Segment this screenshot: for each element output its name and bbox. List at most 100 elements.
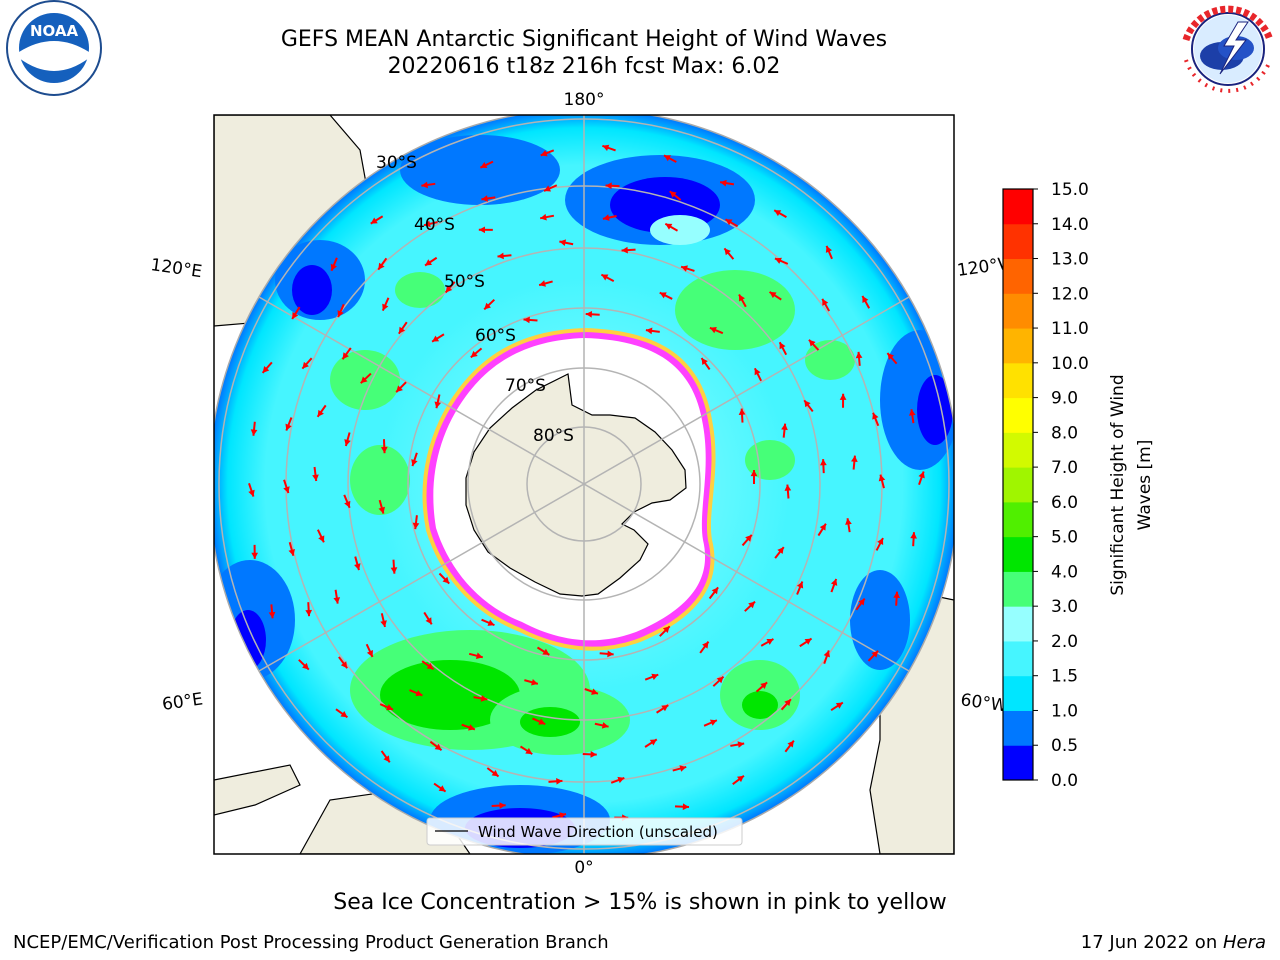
wave-direction-arrow [379,703,394,711]
colorbar-segment [1003,536,1033,572]
wave-direction-arrow [398,321,408,335]
colorbar-segment [1003,571,1033,607]
wave-direction-arrow [755,681,768,693]
legend-label: Wind Wave Direction (unscaled) [478,823,718,841]
wave-direction-arrow [536,646,550,656]
wave-direction-arrow [395,381,407,393]
wave-direction-arrow [778,341,788,356]
wave-direction-arrow [497,252,512,260]
wave-direction-arrow [769,291,782,301]
wave-direction-arrow [390,559,398,574]
colorbar: 0.0 0.5 1.0 1.5 2.0 3.0 4.0 5.0 6.0 7.0 8.0 9.0 10.0… [1002,180,1089,791]
colorbar-tick-label: 14.0 [1051,215,1089,235]
wave-direction-arrow [344,432,351,447]
colorbar-segment [1003,675,1033,711]
wave-direction-arrow [434,394,442,409]
wave-direction-arrow [380,439,388,454]
wave-direction-arrow [483,298,496,311]
wave-direction-arrow [830,578,838,593]
wave-direction-arrow [468,652,484,660]
wave-direction-arrow [830,701,844,712]
colorbar-segment [1003,432,1033,468]
colorbar-tick-label: 9.0 [1051,389,1078,409]
wave-direction-arrow [723,247,735,260]
wave-direction-arrow [760,638,774,647]
wave-direction-arrow [424,256,438,267]
wave-direction-arrow [335,708,348,719]
machine-name: Hera [1222,932,1266,953]
wave-direction-arrow [486,767,500,778]
wave-direction-arrow [820,459,827,474]
colorbar-segment [1003,258,1033,294]
wave-direction-arrow [473,695,488,702]
wave-direction-arrow [584,688,599,695]
wave-direction-arrow [380,613,387,628]
credit-text: NCEP/EMC/Verification Post Processing Pr… [13,932,609,953]
wave-direction-arrow [291,306,301,320]
date-stamp: 17 Jun 2022 on Hera [1081,932,1266,953]
colorbar-segment [1003,745,1033,781]
wave-direction-arrow [845,518,852,533]
wave-direction-arrow [773,209,787,218]
wave-direction-arrow [719,179,735,187]
nws-logo-icon [1181,2,1275,96]
wave-direction-arrow [799,637,813,648]
wave-direction-arrow [444,281,456,294]
wave-direction-arrow [470,347,483,359]
wave-direction-arrow [644,673,659,681]
wave-direction-arrow [343,494,351,509]
wave-direction-arrow [261,361,273,374]
wave-direction-arrow [774,546,785,559]
wave-direction-arrow [481,195,496,202]
wave-direction-arrow [585,310,600,318]
colorbar-tick-label: 12.0 [1051,284,1089,304]
lat-label-80s: 80°S [533,426,574,446]
wave-direction-arrow [559,239,574,246]
wave-direction-arrow [333,589,341,604]
wave-direction-arrow [741,534,753,547]
lat-label-40s: 40°S [414,215,455,235]
wave-direction-arrow [708,586,719,600]
noaa-letters: NOAA [30,22,79,40]
lon-label-0: 0° [574,858,593,878]
wave-direction-arrow [354,556,361,571]
colorbar-tick-label: 0.5 [1051,736,1078,756]
wave-direction-arrow [600,273,615,283]
colorbar-label-line2: Waves [m] [1135,440,1155,531]
wave-direction-arrow [599,650,614,658]
lat-label-60s: 60°S [475,326,516,346]
wave-direction-arrow [823,650,830,665]
colorbar-tick-label: 10.0 [1051,354,1089,374]
wave-direction-arrow [479,160,494,169]
wave-direction-arrow [478,226,493,234]
wave-direction-arrow [370,215,384,225]
map-frame [213,114,955,855]
wave-direction-arrow [524,678,539,686]
wave-direction-arrow [724,218,739,228]
wave-direction-arrow [381,297,390,312]
lat-label-30s: 30°S [376,153,417,173]
wave-direction-arrow [867,650,879,662]
wave-direction-arrow [784,484,792,499]
wave-direction-arrow [808,339,820,351]
wave-direction-arrow [700,357,711,371]
wave-direction-arrow [817,523,827,537]
wave-direction-arrow [523,316,538,324]
wave-direction-arrow [360,372,372,384]
wave-direction-arrow [908,409,916,424]
colorbar-tick-label: 4.0 [1051,562,1078,582]
wave-direction-arrow [288,542,295,557]
lat-label-50s: 50°S [444,272,485,292]
colorbar-tick-label: 5.0 [1051,528,1078,548]
colorbar-segment [1003,293,1033,329]
colorbar-tick-label: 15.0 [1051,180,1089,200]
colorbar-segment [1003,467,1033,503]
wave-direction-arrow [380,750,391,763]
chart-subtitle: 20220616 t18z 216h fcst Max: 6.02 [387,54,781,79]
wave-direction-arrow [538,280,553,287]
noaa-logo-icon: NOAA [6,0,102,96]
wave-direction-arrow [803,399,814,413]
wave-direction-arrow [481,618,495,627]
colorbar-tick-label: 0.0 [1051,771,1078,791]
sea-ice-note: Sea Ice Concentration > 15% is shown in … [333,890,947,915]
